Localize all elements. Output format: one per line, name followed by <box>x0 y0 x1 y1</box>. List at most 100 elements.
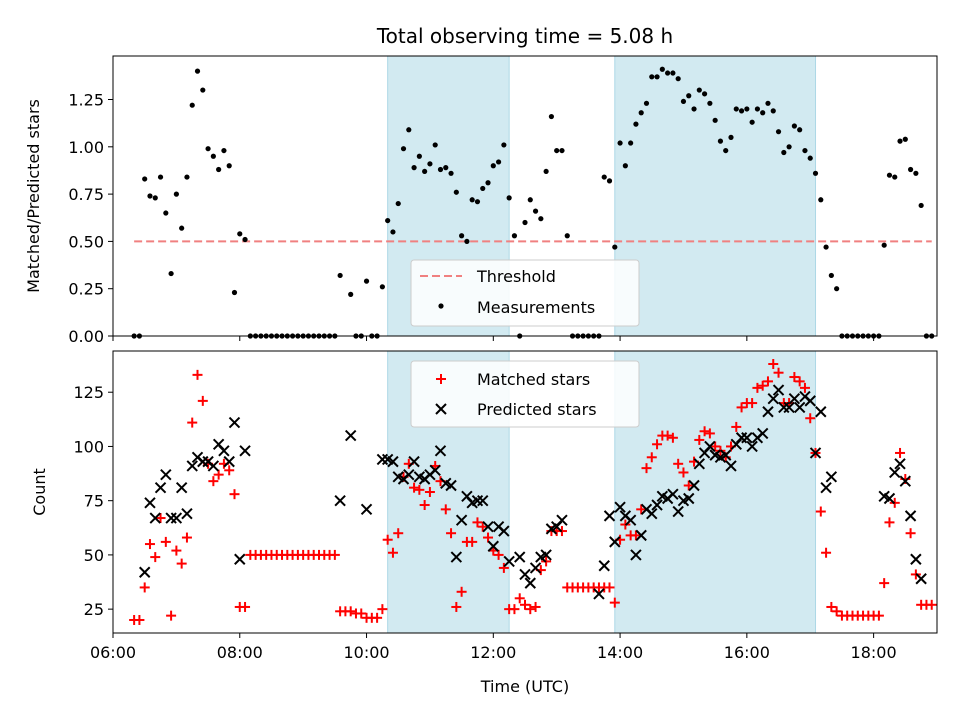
measurement-point <box>654 74 660 80</box>
measurement-point <box>738 108 745 114</box>
predicted-star-point <box>651 499 663 511</box>
predicted-star-point <box>672 505 684 518</box>
matched-star-point <box>667 432 678 443</box>
predicted-marker-b <box>149 512 161 524</box>
matched-star-point <box>372 612 383 623</box>
measurement-point <box>918 202 924 209</box>
measurement-point <box>749 119 755 125</box>
matched-star-point <box>630 530 641 541</box>
measurement-point <box>522 219 528 226</box>
predicted-marker-b <box>455 514 468 526</box>
matched-star-point <box>762 376 773 387</box>
measurement-point <box>406 127 412 133</box>
measurement-point <box>437 166 444 173</box>
predicted-star-point <box>783 401 795 414</box>
predicted-star-point <box>239 445 251 457</box>
matched-star-point <box>831 606 842 617</box>
predicted-marker-b <box>609 536 621 548</box>
measurement-point <box>881 242 887 248</box>
measurement-point <box>490 163 496 169</box>
measurement-point <box>670 70 676 76</box>
measurement-point <box>754 106 761 112</box>
measurement-point <box>649 74 655 80</box>
matched-star-point <box>636 504 647 515</box>
x-tick-label: 16:00 <box>724 643 770 662</box>
predicted-marker-b <box>767 393 779 405</box>
measurement-point <box>432 142 438 148</box>
predicted-marker-b <box>360 503 373 516</box>
predicted-star-point <box>593 588 605 600</box>
measurement-point <box>379 284 385 290</box>
predicted-marker-b <box>756 427 769 440</box>
measurement-point <box>231 289 238 296</box>
measurement-point <box>173 191 179 197</box>
predicted-star-point <box>498 525 510 537</box>
measurement-point <box>765 100 771 106</box>
predicted-marker-b <box>440 477 452 490</box>
predicted-marker-b <box>889 466 901 479</box>
predicted-marker-b <box>878 490 890 503</box>
predicted-star-point <box>149 512 161 524</box>
measurement-point <box>464 238 470 245</box>
measurement-point <box>775 129 782 135</box>
measurement-point <box>363 278 370 284</box>
predicted-star-point <box>630 549 642 561</box>
legend-predicted-label: Predicted stars <box>477 400 597 419</box>
measurement-point <box>200 87 206 93</box>
matched-star-point <box>456 586 467 597</box>
predicted-marker-b <box>809 447 822 459</box>
matched-star-point <box>678 467 689 478</box>
predicted-star-point <box>524 577 536 589</box>
predicted-marker-b <box>772 384 785 396</box>
predicted-marker-b <box>693 458 706 470</box>
predicted-star-point <box>514 551 526 563</box>
predicted-star-point <box>683 492 695 505</box>
matched-star-point <box>139 582 150 593</box>
measurement-point <box>532 208 539 214</box>
predicted-marker-b <box>334 494 346 507</box>
predicted-marker-b <box>635 529 647 542</box>
matched-star-point <box>747 398 758 409</box>
matched-star-point <box>409 482 420 493</box>
predicted-marker-b <box>593 588 605 600</box>
measurement-point <box>554 147 560 154</box>
predicted-star-point <box>614 501 626 513</box>
predicted-marker-b <box>138 566 151 578</box>
measurement-point <box>781 149 787 156</box>
predicted-marker-b <box>915 573 927 585</box>
predicted-star-point <box>804 395 816 407</box>
bottom-legend: Matched stars Predicted stars <box>410 360 640 428</box>
predicted-marker-b <box>646 507 658 520</box>
predicted-marker-b <box>904 510 917 522</box>
predicted-marker-b <box>524 577 536 589</box>
predicted-star-point <box>529 562 542 574</box>
measurement-point <box>717 138 724 144</box>
matched-star-point <box>879 578 890 589</box>
measurement-point <box>617 140 623 146</box>
predicted-star-point <box>910 553 922 565</box>
predicted-star-point <box>704 440 716 453</box>
predicted-star-point <box>503 555 515 568</box>
measurement-point <box>226 163 232 169</box>
measurement-point <box>184 174 190 180</box>
predicted-marker-b <box>207 460 220 472</box>
measurement-point <box>638 110 644 116</box>
measurement-point <box>828 272 834 279</box>
predicted-star-point <box>788 393 801 405</box>
bottom-panel-frame <box>112 350 938 634</box>
predicted-marker-b <box>815 406 827 418</box>
predicted-marker-b <box>804 395 816 407</box>
matched-star-point <box>641 463 652 474</box>
measurement-point <box>691 106 697 112</box>
predicted-star-point <box>165 512 177 524</box>
predicted-marker-b <box>725 460 737 472</box>
predicted-marker-b <box>688 479 700 492</box>
predicted-marker-b <box>482 521 494 533</box>
measurement-point <box>744 106 750 112</box>
legend-measurements-swatch <box>438 303 444 309</box>
measurement-point <box>157 174 164 180</box>
predicted-star-point <box>138 566 151 578</box>
predicted-star-point <box>160 468 172 481</box>
matched-star-point <box>377 604 388 615</box>
